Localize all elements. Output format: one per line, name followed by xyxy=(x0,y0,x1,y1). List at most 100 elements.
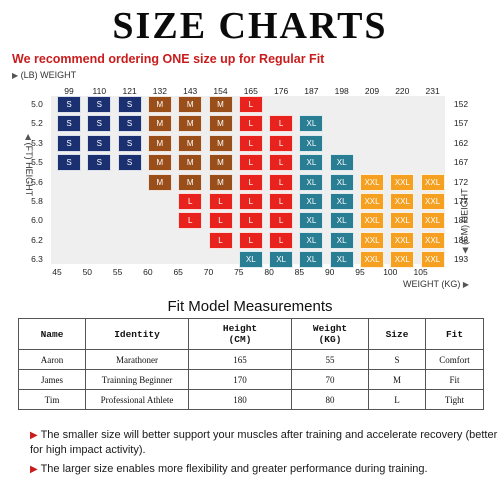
cm-tick-label: 193 xyxy=(453,254,469,265)
lb-tick-label: 154 xyxy=(213,86,228,96)
size-cell-l: L xyxy=(238,231,263,249)
size-cell-l: L xyxy=(208,231,233,249)
note-text: The smaller size will better support you… xyxy=(30,429,498,456)
lb-tick-label: 176 xyxy=(274,86,289,96)
size-cell-xxl: XXL xyxy=(360,212,384,230)
note-larger-size: ▶ The larger size enables more flexibili… xyxy=(30,462,428,477)
size-cell-m: M xyxy=(208,134,233,152)
size-cell-s: S xyxy=(117,96,142,113)
recommendation-emphasis: ONE xyxy=(162,52,190,66)
size-cell-m: M xyxy=(208,173,233,191)
kg-tick-label: 90 xyxy=(324,267,335,277)
cell-weight: 70 xyxy=(291,369,369,390)
size-cell-s: S xyxy=(57,115,81,133)
size-cell-xl: XL xyxy=(299,134,324,152)
kg-tick-label: 100 xyxy=(383,267,398,277)
size-cell-xl: XL xyxy=(329,193,354,210)
size-cell-s: S xyxy=(87,96,112,113)
size-cell-xl: XL xyxy=(299,193,324,210)
page-title: SIZE CHARTS xyxy=(112,5,388,47)
size-cell-l: L xyxy=(178,212,203,230)
size-cell-xxl: XXL xyxy=(420,251,445,269)
size-cell-m: M xyxy=(147,154,172,172)
lb-tick-label: 187 xyxy=(304,86,319,96)
size-cell-s: S xyxy=(57,154,81,172)
size-cell-xxl: XXL xyxy=(390,231,415,249)
kg-axis-text: WEIGHT (KG) xyxy=(403,279,461,289)
col-height: Height (CM) xyxy=(188,318,292,350)
size-cell-l: L xyxy=(269,154,294,172)
triangle-right-icon: ▶ xyxy=(462,280,470,289)
size-cell-xl: XL xyxy=(329,231,354,249)
kg-tick-label: 55 xyxy=(112,267,123,277)
size-cell-s: S xyxy=(117,115,142,133)
size-cell-xxl: XXL xyxy=(420,173,445,191)
measurements-title: Fit Model Measurements xyxy=(167,298,333,315)
size-cell-l: L xyxy=(238,115,263,133)
ft-tick-label: 6.3 xyxy=(31,254,43,265)
size-cell-xxl: XXL xyxy=(390,173,415,191)
size-cell-xxl: XXL xyxy=(390,251,415,269)
ft-tick-label: 5.5 xyxy=(31,157,43,168)
size-cell-xl: XL xyxy=(329,251,354,269)
lb-tick-label: 231 xyxy=(425,86,440,96)
size-cell-l: L xyxy=(178,193,203,210)
size-cell-l: L xyxy=(269,193,294,210)
size-cell-m: M xyxy=(147,96,172,113)
size-cell-l: L xyxy=(208,212,233,230)
size-cell-l: L xyxy=(238,154,263,172)
size-cell-xl: XL xyxy=(269,251,294,269)
col-identity: Identity xyxy=(85,318,189,350)
lb-tick-label: 99 xyxy=(64,86,74,96)
cell-name: Tim xyxy=(18,389,86,410)
size-cell-xxl: XXL xyxy=(420,212,445,230)
size-cell-s: S xyxy=(117,134,142,152)
size-cell-s: S xyxy=(87,154,112,172)
cell-size: S xyxy=(368,349,426,370)
cm-tick-label: 157 xyxy=(453,118,469,129)
recommendation-text-end: size up for Regular Fit xyxy=(189,52,325,66)
ft-tick-label: 5.0 xyxy=(31,99,43,109)
kg-tick-label: 60 xyxy=(143,267,153,277)
kg-tick-label: 95 xyxy=(355,267,365,277)
size-cell-xl: XL xyxy=(299,173,324,191)
size-cell-s: S xyxy=(57,96,81,113)
size-cell-xxl: XXL xyxy=(360,193,384,210)
size-cell-l: L xyxy=(269,173,294,191)
kg-tick-label: 70 xyxy=(203,267,214,277)
col-fit: Fit xyxy=(425,318,484,350)
size-cell-xl: XL xyxy=(299,231,324,249)
cell-identity: Trainning Beginner xyxy=(85,369,189,390)
lb-axis-label: ▶ (LB) WEIGHT xyxy=(12,70,76,80)
size-cell-xl: XL xyxy=(299,115,324,133)
lb-tick-label: 209 xyxy=(364,86,380,96)
size-cell-xxl: XXL xyxy=(360,173,384,191)
ft-tick-label: 6.0 xyxy=(31,215,43,226)
size-cell-m: M xyxy=(178,115,203,133)
table-row: Aaron Marathoner 165 55 S Comfort xyxy=(18,349,484,370)
lb-tick-label: 110 xyxy=(92,86,107,96)
size-cell-s: S xyxy=(87,115,112,133)
ft-tick-label: 5.8 xyxy=(31,196,43,206)
size-cell-xxl: XXL xyxy=(420,231,445,249)
size-cell-m: M xyxy=(178,154,203,172)
ft-tick-label: 5.6 xyxy=(31,176,43,187)
size-cell-xxl: XXL xyxy=(390,193,415,210)
size-cell-l: L xyxy=(269,115,294,133)
size-cell-l: L xyxy=(238,193,263,210)
cm-tick-label: 182 xyxy=(453,215,469,226)
ft-axis-text: (FT) HEIGHT xyxy=(24,142,35,197)
size-cell-l: L xyxy=(238,134,263,152)
ft-tick-label: 5.2 xyxy=(31,118,43,129)
cm-axis-label: ◀ (CM) HEIGHT xyxy=(460,188,470,253)
size-cell-s: S xyxy=(117,154,142,172)
kg-tick-label: 45 xyxy=(52,267,62,277)
size-cell-l: L xyxy=(208,193,233,210)
ft-tick-label: 6.2 xyxy=(31,234,43,245)
size-cell-xxl: XXL xyxy=(360,251,384,269)
kg-tick-label: 75 xyxy=(234,267,244,277)
note-smaller-size: ▶ The smaller size will better support y… xyxy=(30,428,500,457)
cell-weight: 80 xyxy=(291,389,369,410)
size-cell-m: M xyxy=(208,154,233,172)
size-cell-m: M xyxy=(208,96,233,113)
